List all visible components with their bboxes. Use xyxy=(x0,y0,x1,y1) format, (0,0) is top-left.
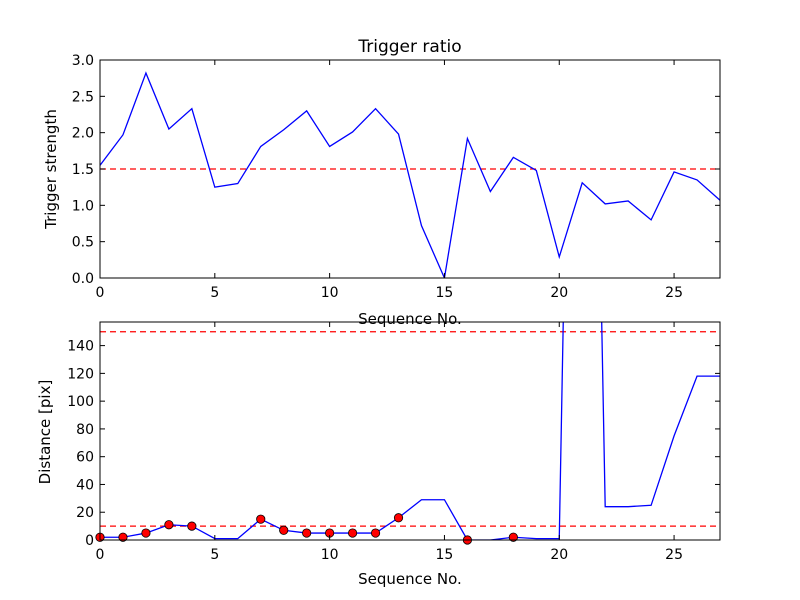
x-tick-label: 10 xyxy=(321,285,339,301)
y-tick-label: 0.5 xyxy=(72,235,94,251)
data-point-marker xyxy=(118,532,128,542)
series-line xyxy=(100,322,720,540)
x-axis-label: Sequence No. xyxy=(358,570,462,588)
y-tick-label: 1.0 xyxy=(72,198,94,214)
chart-title: Trigger ratio xyxy=(357,37,461,57)
data-point-marker xyxy=(164,520,174,530)
y-tick-label: 140 xyxy=(67,339,94,355)
data-point-marker xyxy=(256,514,266,524)
trigger-ratio-plot: Trigger ratio Trigger strength Sequence … xyxy=(42,37,721,328)
x-tick-label: 25 xyxy=(665,285,683,301)
plot-frame xyxy=(99,321,721,541)
x-tick-label: 10 xyxy=(321,547,339,563)
y-tick-label: 0.0 xyxy=(72,271,94,287)
y-axis-label: Trigger strength xyxy=(42,109,60,230)
data-point-marker xyxy=(279,525,289,535)
y-tick-label: 20 xyxy=(76,505,94,521)
y-tick-label: 80 xyxy=(76,422,94,438)
series-line xyxy=(100,71,720,278)
y-tick-label: 1.5 xyxy=(72,162,94,178)
x-tick-label: 15 xyxy=(436,547,454,563)
y-tick-label: 2.5 xyxy=(72,89,94,105)
x-tick-label: 25 xyxy=(665,547,683,563)
y-tick-label: 0 xyxy=(85,533,94,549)
data-point-marker xyxy=(393,513,404,523)
x-tick-label: 20 xyxy=(550,547,568,563)
x-tick-label: 0 xyxy=(96,285,105,301)
data-point-marker xyxy=(347,528,358,538)
data-point-marker xyxy=(141,528,151,538)
x-tick-label: 20 xyxy=(550,285,568,301)
y-tick-label: 100 xyxy=(67,394,94,410)
y-tick-label: 40 xyxy=(76,477,94,493)
y-axis-label: Distance [pix] xyxy=(36,380,54,485)
x-tick-label: 5 xyxy=(210,285,219,301)
data-point-marker xyxy=(187,521,197,531)
x-tick-label: 5 xyxy=(210,547,219,563)
x-tick-label: 15 xyxy=(436,285,454,301)
y-tick-label: 60 xyxy=(76,450,94,466)
data-point-marker xyxy=(370,528,381,538)
distance-plot: Distance [pix] Sequence No. 0 5 10 15 20 25 0 2… xyxy=(36,321,721,588)
y-tick-label: 120 xyxy=(67,366,94,382)
x-tick-label: 0 xyxy=(96,547,105,563)
data-point-marker xyxy=(302,528,312,538)
y-tick-label: 3.0 xyxy=(72,53,94,69)
x-axis-label: Sequence No. xyxy=(358,310,462,328)
data-point-marker xyxy=(508,532,518,542)
y-tick-label: 2.0 xyxy=(72,126,94,142)
